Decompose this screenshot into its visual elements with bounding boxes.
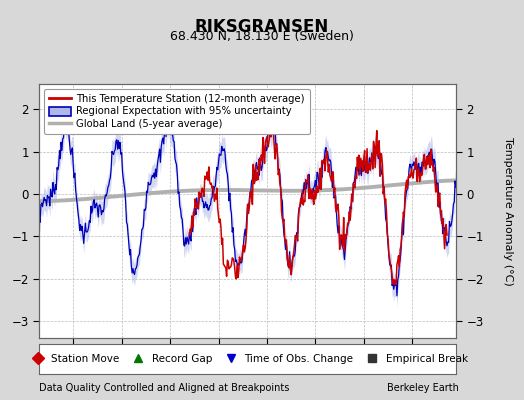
Text: 68.430 N, 18.130 E (Sweden): 68.430 N, 18.130 E (Sweden) [170,30,354,43]
Text: RIKSGRANSEN: RIKSGRANSEN [195,18,329,36]
Text: Data Quality Controlled and Aligned at Breakpoints: Data Quality Controlled and Aligned at B… [39,383,290,393]
Legend: Station Move, Record Gap, Time of Obs. Change, Empirical Break: Station Move, Record Gap, Time of Obs. C… [23,350,472,368]
Legend: This Temperature Station (12-month average), Regional Expectation with 95% uncer: This Temperature Station (12-month avera… [45,89,310,134]
Text: Berkeley Earth: Berkeley Earth [387,383,458,393]
Y-axis label: Temperature Anomaly (°C): Temperature Anomaly (°C) [503,137,513,285]
